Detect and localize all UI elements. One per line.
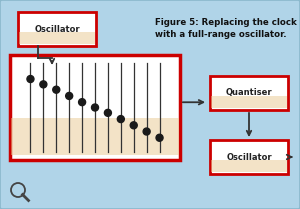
Bar: [210, 140, 288, 174]
Bar: [211, 160, 287, 172]
Circle shape: [104, 109, 111, 116]
Text: Figure 5: Replacing the clock
with a full-range oscillator.: Figure 5: Replacing the clock with a ful…: [155, 18, 297, 39]
Circle shape: [117, 116, 124, 122]
Circle shape: [40, 81, 47, 88]
Circle shape: [27, 75, 34, 83]
Bar: [19, 32, 95, 44]
Circle shape: [92, 104, 98, 111]
Circle shape: [156, 134, 163, 141]
Bar: [210, 76, 288, 110]
Circle shape: [130, 122, 137, 129]
Circle shape: [66, 92, 73, 99]
Text: Oscillator: Oscillator: [226, 153, 272, 162]
Bar: [211, 96, 287, 108]
Text: Oscillator: Oscillator: [34, 24, 80, 33]
Circle shape: [143, 128, 150, 135]
Text: Quantiser: Quantiser: [226, 88, 272, 98]
Bar: [18, 12, 96, 46]
Bar: [11, 118, 179, 155]
Circle shape: [53, 86, 60, 93]
Circle shape: [79, 99, 86, 106]
Bar: [10, 55, 180, 160]
